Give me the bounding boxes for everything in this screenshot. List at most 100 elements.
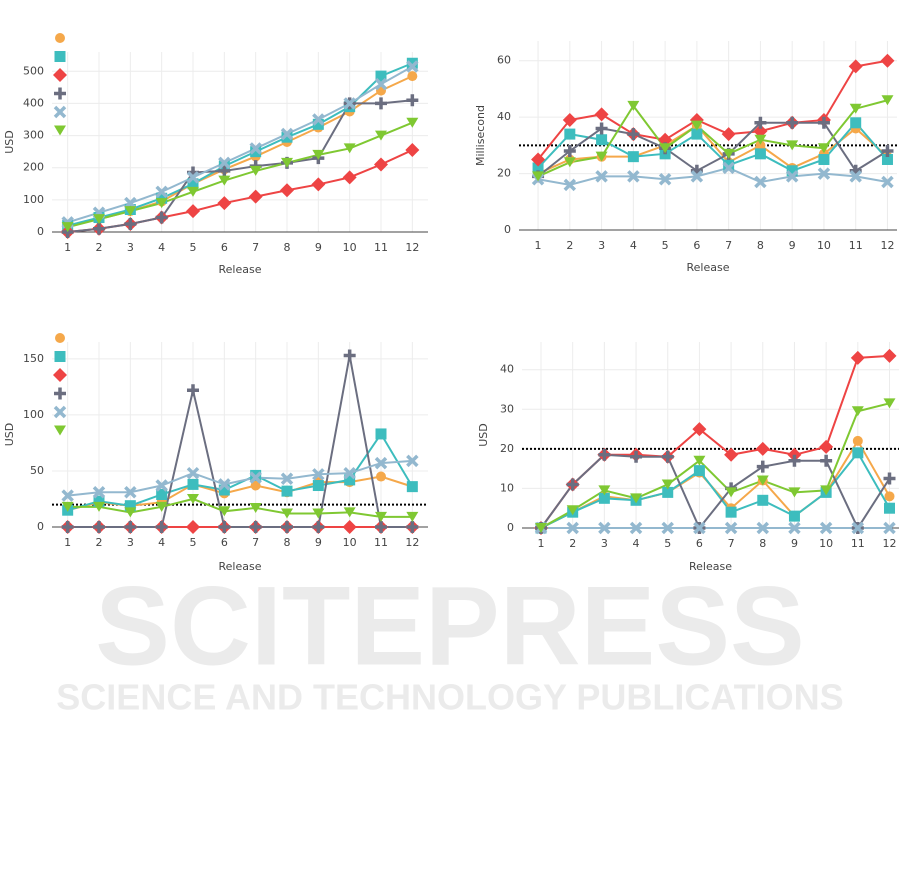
- data-point: [406, 117, 419, 128]
- series-line: [537, 121, 888, 178]
- data-point: [884, 491, 895, 502]
- data-point: [406, 481, 418, 493]
- data-point: [754, 134, 767, 145]
- data-point: [693, 455, 706, 466]
- data-point: [661, 450, 674, 463]
- data-point: [406, 94, 419, 107]
- x-tick-label: 10: [343, 536, 357, 549]
- data-point: [563, 178, 577, 192]
- y-tick-label: 10: [500, 481, 514, 494]
- legend-marker: [54, 125, 66, 136]
- data-point: [627, 128, 640, 141]
- x-tick-label: 4: [633, 537, 640, 550]
- data-point: [693, 465, 705, 477]
- data-point: [342, 520, 357, 534]
- data-point: [598, 521, 611, 535]
- data-point: [627, 100, 640, 111]
- x-tick-label: 7: [728, 537, 735, 550]
- data-point: [61, 222, 74, 233]
- data-point: [375, 130, 387, 141]
- data-point: [882, 348, 897, 363]
- x-tick-label: 1: [64, 536, 71, 549]
- data-point: [312, 508, 325, 519]
- data-point: [627, 151, 639, 163]
- data-point: [343, 507, 356, 518]
- data-point: [849, 170, 862, 183]
- data-point: [374, 77, 388, 91]
- data-point: [757, 494, 769, 506]
- data-point: [249, 471, 262, 484]
- y-axis-label: USD: [3, 423, 16, 447]
- data-point: [93, 495, 105, 507]
- data-point: [786, 116, 799, 129]
- x-axis-label: Release: [687, 261, 730, 274]
- data-point: [630, 493, 643, 504]
- x-tick-label: 1: [64, 241, 71, 254]
- x-tick-label: 8: [284, 241, 291, 254]
- y-tick-label: 40: [500, 363, 514, 376]
- data-point: [788, 454, 801, 467]
- data-point: [756, 460, 769, 473]
- series-line: [540, 453, 891, 531]
- data-point: [280, 183, 294, 198]
- data-point: [248, 189, 263, 204]
- data-point: [281, 131, 293, 143]
- data-point: [881, 153, 893, 165]
- legend-marker: [55, 33, 65, 43]
- data-point: [375, 97, 387, 110]
- data-point: [187, 478, 199, 490]
- data-point: [788, 510, 800, 522]
- data-point: [754, 116, 767, 129]
- legend-marker: [54, 387, 66, 400]
- data-point: [342, 170, 357, 185]
- x-tick-label: 1: [535, 239, 542, 252]
- x-tick-label: 2: [566, 239, 573, 252]
- data-point: [280, 472, 294, 486]
- data-point: [344, 474, 356, 486]
- data-point: [343, 466, 356, 480]
- x-tick-label: 6: [221, 536, 228, 549]
- x-tick-label: 4: [158, 241, 165, 254]
- watermark-subtitle: SCIENCE AND TECHNOLOGY PUBLICATIONS: [56, 677, 843, 718]
- data-point: [312, 521, 325, 533]
- data-point: [848, 59, 863, 74]
- data-point: [629, 521, 643, 535]
- series-line: [537, 166, 888, 186]
- x-tick-label: 6: [693, 239, 700, 252]
- data-point: [155, 521, 168, 533]
- data-point: [124, 486, 137, 499]
- data-point: [406, 521, 419, 533]
- y-tick-label: 0: [504, 223, 511, 236]
- y-tick-label: 0: [507, 521, 514, 534]
- data-point: [755, 441, 770, 456]
- data-point: [630, 450, 643, 463]
- data-point: [281, 485, 293, 497]
- y-tick-label: 500: [23, 64, 44, 77]
- data-point: [690, 170, 704, 183]
- data-point: [155, 479, 168, 492]
- data-point: [595, 151, 608, 162]
- watermark: SCITEPRESS: [95, 564, 805, 689]
- data-point: [817, 167, 831, 180]
- x-tick-label: 9: [315, 536, 322, 549]
- y-axis-label: Millisecond: [474, 105, 487, 166]
- data-point: [156, 488, 168, 500]
- data-point: [186, 520, 200, 534]
- data-point: [883, 472, 896, 485]
- data-point: [596, 134, 608, 146]
- x-tick-label: 11: [849, 239, 863, 252]
- data-point: [155, 198, 168, 209]
- data-point: [566, 478, 579, 491]
- legend-marker: [53, 405, 67, 419]
- data-point: [849, 103, 862, 114]
- data-point: [692, 422, 707, 437]
- data-point: [850, 350, 865, 365]
- data-point: [881, 145, 894, 158]
- x-axis-label: Release: [219, 263, 262, 276]
- data-point: [217, 196, 232, 211]
- data-point: [375, 521, 387, 533]
- legend-marker: [55, 333, 65, 343]
- data-point: [249, 502, 262, 513]
- x-tick-label: 5: [190, 241, 197, 254]
- data-point: [820, 454, 833, 467]
